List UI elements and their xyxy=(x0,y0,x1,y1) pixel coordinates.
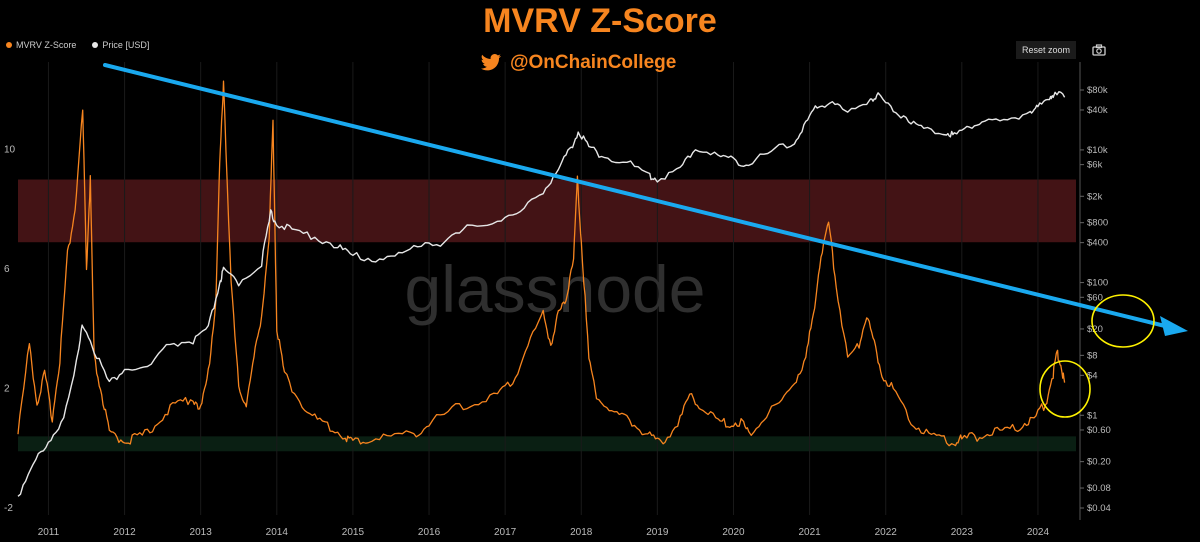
y-right-tick-label: $800 xyxy=(1087,218,1108,229)
x-tick-label: 2018 xyxy=(570,527,593,538)
x-tick-label: 2021 xyxy=(798,527,821,538)
chart-title: MVRV Z-Score xyxy=(483,2,717,40)
legend-item-zscore[interactable]: MVRV Z-Score xyxy=(6,40,76,50)
x-tick-label: 2013 xyxy=(190,527,213,538)
legend-dot-price xyxy=(92,42,99,48)
x-tick-label: 2015 xyxy=(342,527,365,538)
legend-label-price: Price [USD] xyxy=(102,40,150,50)
twitter-handle-text: @OnChainCollege xyxy=(510,52,677,73)
x-tick-label: 2014 xyxy=(266,527,289,538)
y-left-tick-label: -2 xyxy=(4,503,13,514)
zone-bands xyxy=(18,179,1076,452)
y-right-tick-label: $4 xyxy=(1087,370,1098,381)
x-tick-label: 2022 xyxy=(875,527,898,538)
y-right-tick-label: $0.04 xyxy=(1087,503,1111,514)
highlight-circle-zscore xyxy=(1039,360,1091,418)
x-tick-label: 2020 xyxy=(722,527,745,538)
y-right-tick-label: $1 xyxy=(1087,410,1098,421)
camera-icon[interactable] xyxy=(1090,41,1108,59)
x-tick-label: 2019 xyxy=(646,527,669,538)
reset-zoom-button[interactable]: Reset zoom xyxy=(1016,41,1076,59)
legend-item-price[interactable]: Price [USD] xyxy=(92,40,149,50)
series-line-price xyxy=(17,90,1066,497)
chart-legend: MVRV Z-Score Price [USD] xyxy=(6,40,149,50)
y-right-tick-label: $6k xyxy=(1087,160,1103,171)
y-right-tick-label: $0.20 xyxy=(1087,457,1111,468)
legend-label-zscore: MVRV Z-Score xyxy=(16,40,77,50)
y-right-tick-label: $0.08 xyxy=(1087,483,1111,494)
y-right-tick-label: $100 xyxy=(1087,278,1108,289)
y-right-tick-label: $60 xyxy=(1087,292,1103,303)
watermark: glassnode xyxy=(405,252,706,326)
camera-glyph xyxy=(1092,44,1106,56)
x-tick-label: 2011 xyxy=(38,527,60,538)
y-left-tick-label: 6 xyxy=(4,264,10,275)
twitter-handle: @OnChainCollege xyxy=(480,50,676,76)
band-overvalued xyxy=(18,179,1076,243)
x-tick-label: 2016 xyxy=(418,527,441,538)
highlight-circle-price xyxy=(1091,294,1155,348)
y-right-tick-label: $80k xyxy=(1087,85,1108,96)
y-right-tick-label: $40k xyxy=(1087,105,1108,116)
series-line-zscore xyxy=(17,80,1066,447)
y-right-tick-label: $400 xyxy=(1087,238,1108,249)
y-right-tick-label: $2k xyxy=(1087,191,1103,202)
band-undervalued xyxy=(18,436,1076,452)
y-right-tick-label: $8 xyxy=(1087,350,1098,361)
y-left-tick-label: 10 xyxy=(4,145,16,156)
trend-line xyxy=(103,63,1167,328)
y-left-tick-label: 2 xyxy=(4,384,10,395)
twitter-bird-icon xyxy=(480,54,502,71)
x-tick-label: 2023 xyxy=(951,527,974,538)
legend-dot-zscore xyxy=(6,42,12,48)
x-tick-label: 2012 xyxy=(113,527,136,538)
y-right-tick-label: $20 xyxy=(1087,324,1103,335)
trend-arrowhead xyxy=(1160,316,1188,336)
y-right-tick-label: $0.60 xyxy=(1087,425,1111,436)
x-tick-label: 2024 xyxy=(1027,527,1050,538)
x-tick-label: 2017 xyxy=(494,527,517,538)
y-right-tick-label: $10k xyxy=(1087,145,1108,156)
